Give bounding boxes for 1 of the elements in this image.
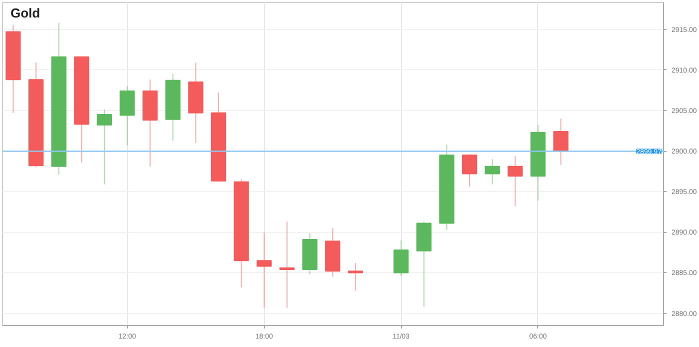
chart-title: Gold [10,6,40,20]
